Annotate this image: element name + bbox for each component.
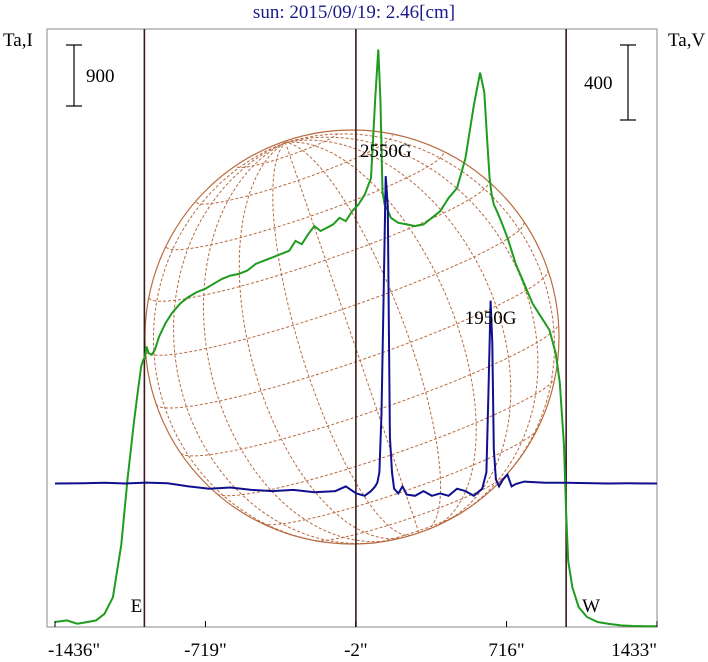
x-tick-label: 716" — [488, 640, 524, 661]
x-tick-label: -1436" — [48, 640, 100, 661]
chart-title: sun: 2015/09/19: 2.46[cm] — [252, 2, 456, 23]
left-scale-label: 900 — [86, 66, 115, 87]
grid-line — [285, 141, 477, 528]
grid-line — [180, 323, 559, 457]
left-axis-label: Ta,I — [3, 30, 33, 51]
right-scale-bar — [620, 44, 636, 121]
grid-line — [202, 142, 390, 543]
grid-line — [285, 142, 442, 531]
grid-line — [285, 139, 512, 522]
peak-annotation: 1950G — [465, 308, 517, 329]
series-line-polarization — [54, 176, 658, 498]
right-axis-label: Ta,V — [668, 30, 706, 51]
x-tick-label: -2" — [344, 640, 368, 661]
left-scale-bar — [66, 44, 82, 107]
grid-line — [145, 221, 525, 356]
grid-line — [284, 142, 420, 533]
series-line-intensity — [54, 49, 657, 628]
grid-line — [153, 142, 327, 543]
grid-line — [285, 133, 556, 484]
plot-frame — [46, 28, 658, 628]
right-scale-label: 400 — [584, 73, 613, 94]
limb-label: W — [582, 596, 600, 617]
grid-line — [148, 181, 489, 302]
x-tick-label: -719" — [184, 640, 227, 661]
grid-line — [238, 142, 404, 540]
solar-disk-grid — [144, 129, 560, 545]
peak-annotation: 2550G — [360, 141, 412, 162]
x-tick-label: 1433" — [611, 640, 657, 661]
grid-line — [173, 142, 374, 544]
limb-label: E — [131, 596, 143, 617]
grid-line — [272, 142, 412, 537]
